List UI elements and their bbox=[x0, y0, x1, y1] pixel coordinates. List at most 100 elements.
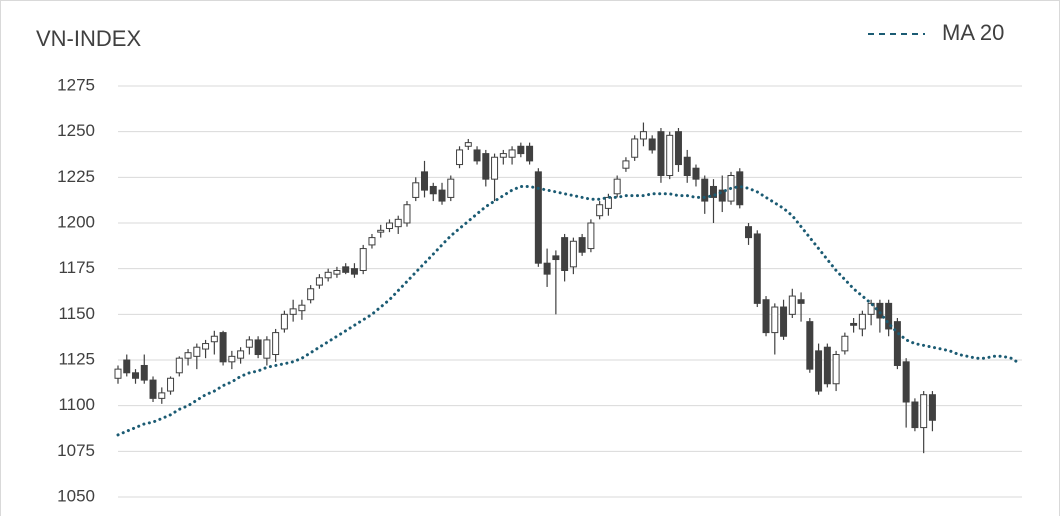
candle-body bbox=[543, 262, 551, 275]
candle-body bbox=[473, 149, 481, 162]
candle-body bbox=[762, 299, 770, 334]
candle-body bbox=[692, 167, 700, 180]
candle-body bbox=[456, 149, 464, 166]
candle-body bbox=[806, 321, 814, 370]
candle-body bbox=[324, 271, 332, 279]
candle-body bbox=[850, 322, 858, 326]
candle-body bbox=[342, 266, 350, 273]
grid: 1050 1075 1100 1125 1150 1175 1200 1225 1250 1275 bbox=[57, 75, 1022, 505]
candle-body bbox=[298, 304, 306, 312]
candle-body bbox=[797, 299, 805, 304]
candle-body bbox=[272, 332, 280, 356]
candle-body bbox=[412, 182, 420, 198]
candle-body bbox=[228, 355, 236, 363]
candle-body bbox=[902, 361, 910, 403]
candle-body bbox=[219, 332, 227, 363]
candle-body bbox=[447, 178, 455, 198]
candle-body bbox=[788, 295, 796, 315]
candle-body bbox=[482, 153, 490, 180]
candle-body bbox=[832, 354, 840, 385]
candle-body bbox=[403, 204, 411, 224]
y-tick-label: 1200 bbox=[57, 212, 95, 231]
candle-body bbox=[666, 134, 674, 177]
legend: MA 20 bbox=[868, 20, 1004, 45]
candle-body bbox=[657, 131, 665, 177]
candle-body bbox=[263, 339, 271, 359]
candle-body bbox=[123, 359, 131, 374]
candle-body bbox=[385, 222, 393, 229]
y-tick-label: 1075 bbox=[57, 441, 95, 460]
candle-body bbox=[132, 372, 140, 379]
candle-body bbox=[149, 379, 157, 399]
candle-body bbox=[771, 306, 779, 334]
candle-body bbox=[709, 185, 717, 198]
candle-body bbox=[377, 229, 385, 233]
candle-body bbox=[245, 339, 253, 348]
candle-body bbox=[114, 368, 122, 379]
candle-body bbox=[210, 335, 218, 343]
candle-body bbox=[254, 339, 262, 356]
candle-body bbox=[569, 240, 577, 268]
candle-body bbox=[464, 142, 472, 147]
candle-body bbox=[867, 302, 875, 315]
legend-label: MA 20 bbox=[942, 20, 1004, 45]
candle-body bbox=[534, 171, 542, 264]
candle-body bbox=[596, 204, 604, 217]
candle-body bbox=[823, 346, 831, 385]
candle-body bbox=[499, 153, 507, 158]
y-tick-label: 1250 bbox=[57, 121, 95, 140]
candle-body bbox=[394, 218, 402, 228]
y-tick-label: 1150 bbox=[58, 304, 95, 323]
candle-body bbox=[718, 189, 726, 202]
candle-body bbox=[622, 160, 630, 169]
candle-body bbox=[158, 392, 166, 399]
candle-body bbox=[876, 302, 884, 319]
candle-body bbox=[280, 313, 288, 330]
candle-body bbox=[604, 196, 612, 209]
candle-body bbox=[753, 233, 761, 304]
candle-body bbox=[184, 352, 192, 359]
candle-body bbox=[333, 269, 341, 275]
candle-body bbox=[289, 308, 297, 315]
candle-body bbox=[893, 321, 901, 366]
candle-body bbox=[526, 145, 534, 162]
candle-body bbox=[175, 357, 183, 374]
chart-title: VN-INDEX bbox=[36, 26, 141, 51]
candle-body bbox=[508, 149, 516, 158]
y-tick-label: 1225 bbox=[57, 167, 95, 186]
candle-body bbox=[237, 350, 245, 359]
candle-body bbox=[841, 335, 849, 352]
candle-body bbox=[167, 377, 175, 392]
candle-body bbox=[140, 364, 148, 381]
candle-body bbox=[683, 156, 691, 177]
candle-body bbox=[368, 237, 376, 246]
candle-body bbox=[307, 288, 315, 301]
candle-body bbox=[701, 178, 709, 202]
candle-body bbox=[911, 401, 919, 429]
y-tick-label: 1125 bbox=[58, 349, 95, 368]
candle-body bbox=[858, 313, 866, 330]
candle-body bbox=[928, 394, 936, 421]
candle-body bbox=[578, 237, 586, 253]
y-tick-label: 1175 bbox=[58, 258, 95, 277]
candle-body bbox=[613, 178, 621, 195]
y-tick-label: 1050 bbox=[57, 486, 95, 505]
y-tick-label: 1100 bbox=[58, 395, 95, 414]
candle-body bbox=[745, 226, 753, 239]
candle-body bbox=[350, 268, 358, 275]
candle-body bbox=[561, 237, 569, 271]
candle-body bbox=[552, 255, 560, 261]
candle-body bbox=[815, 350, 823, 392]
candle-body bbox=[438, 189, 446, 202]
candle-body bbox=[780, 306, 788, 337]
candle-body bbox=[359, 248, 367, 271]
candle-body bbox=[193, 346, 201, 357]
plot bbox=[114, 122, 1022, 454]
candle-body bbox=[885, 302, 893, 330]
candle-body bbox=[648, 138, 656, 151]
y-tick-label: 1275 bbox=[57, 75, 95, 94]
candle-body bbox=[920, 394, 928, 429]
candle-body bbox=[429, 185, 437, 195]
